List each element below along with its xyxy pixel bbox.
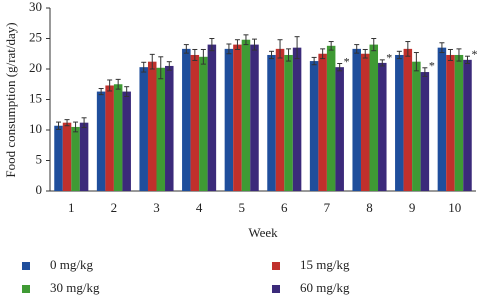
bar [437,47,447,192]
bar [403,48,413,192]
legend-swatch [272,285,280,293]
bar [182,48,191,192]
significance-marker: * [471,47,477,61]
legend-swatch [22,262,30,270]
bar [54,125,63,191]
significance-marker: * [386,51,392,65]
legend-label: 30 mg/kg [50,280,100,295]
x-tick-label: 2 [111,200,118,215]
legend-label: 0 mg/kg [50,257,93,272]
bar [454,54,464,191]
bar [360,53,370,191]
bar [369,44,379,191]
bar [147,61,157,192]
bar [96,91,106,191]
bar [267,54,276,191]
bar [335,67,344,191]
y-tick-label: 0 [36,182,43,197]
y-tick-label: 20 [29,60,42,75]
bar [275,48,285,192]
x-tick-label: 6 [281,200,288,215]
bar [233,44,242,191]
x-tick-label: 5 [238,200,245,215]
bar [352,48,361,192]
bar [412,61,421,192]
bar [62,122,72,191]
bar [207,44,217,191]
x-tick-label: 3 [153,200,160,215]
bar [284,54,293,191]
bar [378,62,387,192]
y-tick-label: 15 [29,90,42,105]
bar [395,54,404,191]
y-tick-label: 25 [29,29,42,44]
bar [309,61,319,191]
bar [199,56,208,191]
legend-label: 60 mg/kg [300,280,350,295]
bar [105,85,114,191]
bar [292,47,302,192]
x-tick-label: 8 [366,200,373,215]
bar [139,67,148,191]
bar [224,48,234,192]
x-tick-label: 4 [196,200,203,215]
y-tick-label: 30 [29,0,42,14]
bar [122,91,131,191]
legend-swatch [272,262,280,270]
x-tick-label: 1 [68,200,75,215]
significance-marker: * [429,59,435,73]
bar [420,72,430,191]
x-tick-label: 7 [324,200,331,215]
legend-swatch [22,285,30,293]
y-axis-label: Food consumption (g/rat/day) [3,22,18,177]
y-tick-label: 5 [36,151,43,166]
bar [190,54,200,191]
bar [156,67,166,191]
bar [71,126,80,191]
bar [463,59,472,191]
bar [326,45,336,191]
significance-marker: * [344,54,350,68]
bar [79,122,89,191]
bar [446,54,455,191]
x-tick-label: 10 [448,200,461,215]
legend-label: 15 mg/kg [300,257,350,272]
bar [113,84,123,191]
x-axis-label: Week [248,225,278,240]
x-tick-label: 9 [409,200,416,215]
y-tick-label: 10 [29,121,42,136]
bar [165,65,174,191]
bar [250,44,259,191]
bar [318,53,327,191]
bar [241,39,251,191]
